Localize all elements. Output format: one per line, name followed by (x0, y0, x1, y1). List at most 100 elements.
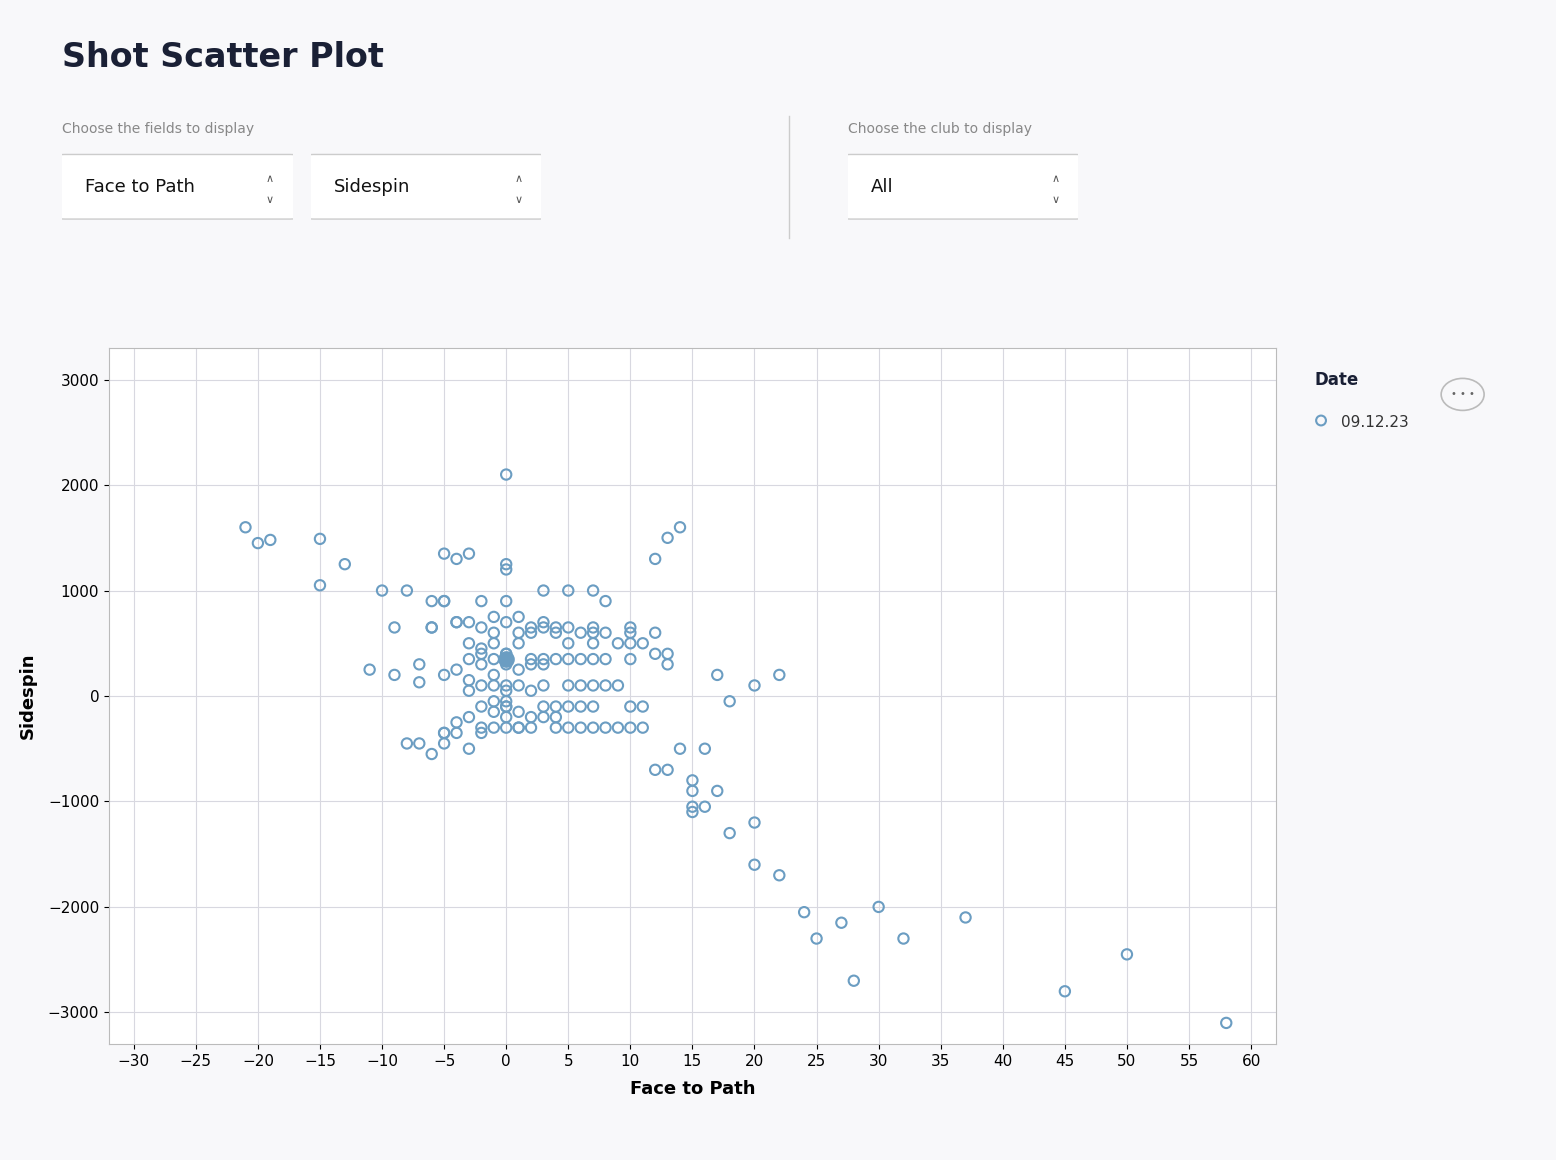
Point (431, 724, 456, 742)
Point (643, 761, 668, 780)
Point (518, 650, 543, 668)
Point (308, 577, 333, 595)
Point (506, 623, 531, 641)
FancyBboxPatch shape (843, 154, 1083, 219)
Point (419, 592, 443, 610)
Point (593, 676, 618, 695)
Point (1309, 412, 1333, 430)
Point (555, 618, 580, 637)
Point (643, 623, 668, 641)
Point (605, 676, 630, 695)
Point (705, 782, 730, 800)
Point (481, 666, 506, 684)
Point (456, 544, 481, 563)
Point (333, 554, 358, 573)
Point (431, 592, 456, 610)
Point (593, 718, 618, 737)
Point (481, 635, 506, 653)
Point (493, 592, 518, 610)
Point (443, 550, 468, 568)
Point (605, 718, 630, 737)
Point (518, 681, 543, 699)
Point (605, 635, 630, 653)
Point (493, 693, 518, 711)
Point (481, 608, 506, 626)
Point (308, 530, 333, 549)
Point (555, 650, 580, 668)
Point (456, 708, 481, 726)
Point (468, 655, 493, 674)
Point (531, 697, 555, 716)
Point (406, 673, 431, 691)
Point (842, 971, 867, 989)
Point (419, 745, 443, 763)
Point (618, 623, 643, 641)
Point (246, 534, 271, 552)
Point (468, 639, 493, 658)
Text: • • •: • • • (1450, 390, 1475, 399)
Point (358, 660, 383, 679)
Text: ∨: ∨ (1052, 195, 1060, 205)
Point (493, 650, 518, 668)
Point (655, 645, 680, 664)
Point (493, 645, 518, 664)
Point (580, 718, 605, 737)
Text: ∧: ∧ (1052, 174, 1060, 183)
Point (456, 739, 481, 757)
Point (431, 666, 456, 684)
Point (543, 697, 568, 716)
Point (456, 650, 481, 668)
Point (630, 635, 655, 653)
Point (618, 650, 643, 668)
Point (1214, 1014, 1239, 1032)
Text: All: All (871, 177, 893, 196)
Point (618, 718, 643, 737)
Point (543, 650, 568, 668)
Point (668, 519, 692, 537)
Point (643, 550, 668, 568)
Point (493, 697, 518, 716)
Point (543, 623, 568, 641)
Point (370, 581, 395, 600)
Point (692, 797, 717, 815)
Point (481, 693, 506, 711)
Point (717, 824, 742, 842)
Y-axis label: Sidespin: Sidespin (19, 653, 37, 739)
Point (468, 724, 493, 742)
Point (443, 724, 468, 742)
Point (506, 676, 531, 695)
Point (481, 718, 506, 737)
Point (804, 929, 829, 948)
Point (493, 560, 518, 579)
Point (580, 581, 605, 600)
Point (580, 623, 605, 641)
Point (680, 803, 705, 821)
Point (456, 681, 481, 699)
Point (481, 676, 506, 695)
Point (493, 718, 518, 737)
Point (456, 612, 481, 631)
Point (555, 635, 580, 653)
Point (580, 650, 605, 668)
Point (630, 718, 655, 737)
Point (692, 739, 717, 757)
Point (954, 908, 979, 927)
Point (518, 655, 543, 674)
Text: Face to Path: Face to Path (86, 177, 194, 196)
Point (580, 635, 605, 653)
Point (618, 635, 643, 653)
Point (443, 713, 468, 732)
Point (580, 697, 605, 716)
Point (568, 623, 593, 641)
Text: ∨: ∨ (515, 195, 523, 205)
Point (580, 618, 605, 637)
FancyBboxPatch shape (307, 154, 546, 219)
Text: ∧: ∧ (515, 174, 523, 183)
Point (531, 650, 555, 668)
Point (680, 797, 705, 815)
Point (481, 650, 506, 668)
Point (643, 645, 668, 664)
Point (680, 771, 705, 790)
Point (468, 645, 493, 664)
Text: ∧: ∧ (266, 174, 274, 183)
